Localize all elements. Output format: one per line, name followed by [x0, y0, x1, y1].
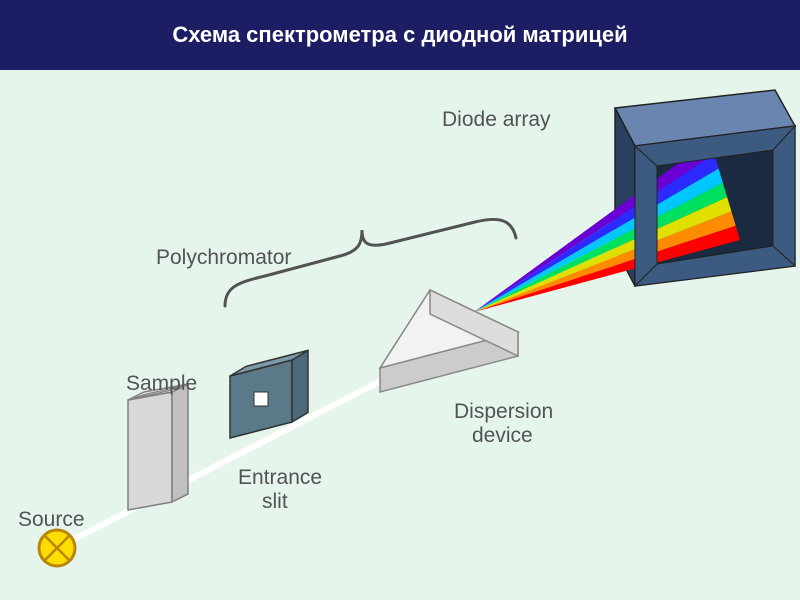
source-symbol — [39, 530, 75, 566]
diagram-svg — [0, 70, 800, 600]
diagram-area: Source Sample Entrance slit Polychromato… — [0, 70, 800, 600]
sample-cuvette — [128, 384, 188, 510]
header: Схема спектрометра с диодной матрицей — [0, 0, 800, 70]
label-diode-array: Diode array — [442, 108, 551, 132]
label-polychromator: Polychromator — [156, 246, 291, 270]
label-source: Source — [18, 508, 85, 532]
label-entrance-2: slit — [262, 490, 288, 514]
label-dispersion-2: device — [472, 424, 533, 448]
header-title: Схема спектрометра с диодной матрицей — [172, 22, 627, 48]
label-entrance-1: Entrance — [238, 466, 322, 490]
label-dispersion-1: Dispersion — [454, 400, 553, 424]
label-sample: Sample — [126, 372, 197, 396]
